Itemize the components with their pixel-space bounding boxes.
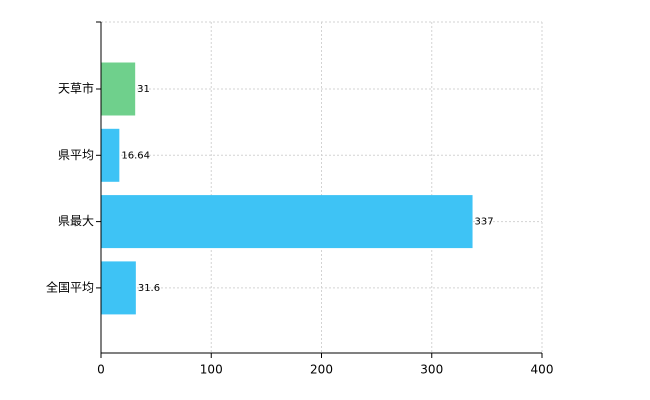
y-tick-label: 県最大 (58, 214, 94, 228)
y-tick-label: 県平均 (58, 148, 94, 162)
value-label: 31 (137, 84, 150, 95)
x-tick-label: 400 (531, 363, 554, 377)
x-tick-label: 200 (310, 363, 333, 377)
x-tick-label: 0 (97, 363, 105, 377)
bar (101, 195, 473, 249)
value-label: 16.64 (121, 150, 150, 161)
y-tick-label: 天草市 (58, 81, 94, 96)
bar (101, 128, 120, 182)
y-tick-label: 全国平均 (46, 279, 94, 294)
value-label: 337 (475, 217, 494, 228)
bar (101, 62, 136, 116)
x-tick-label: 100 (200, 363, 223, 377)
x-tick-label: 300 (420, 363, 443, 377)
bar (101, 261, 136, 315)
value-label: 31.6 (138, 283, 160, 294)
